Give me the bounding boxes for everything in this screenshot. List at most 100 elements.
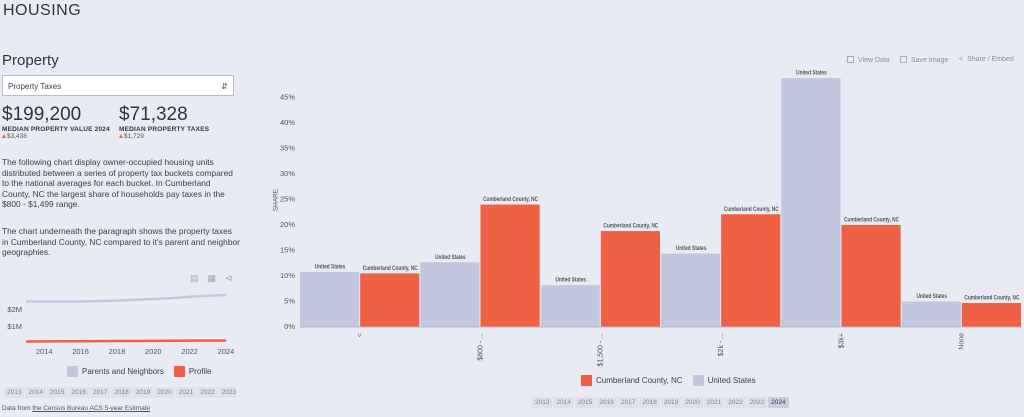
x-tick-label: 2024	[218, 347, 235, 356]
dropdown[interactable]: Property Taxes ⇵	[2, 75, 234, 96]
legend-label: Profile	[188, 367, 212, 376]
toolbar-button[interactable]: View Data	[847, 56, 890, 64]
y-tick-label: 25%	[280, 194, 295, 203]
year-button[interactable]: 2019	[132, 387, 154, 398]
legend-item[interactable]: United States	[692, 375, 756, 386]
bar-label: Cumberland County, NC	[724, 206, 779, 213]
year-button[interactable]: 2021	[175, 387, 197, 398]
legend-label: United States	[707, 376, 756, 385]
toolbar-text: Save Image	[911, 57, 949, 64]
x-tick-label: 2022	[181, 347, 198, 356]
year-button[interactable]: 2014	[25, 387, 46, 398]
legend: Parents and Neighbors Profile	[67, 366, 222, 377]
legend-label: Parents and Neighbors	[82, 367, 164, 376]
bar-label: United States	[315, 264, 346, 271]
bar	[300, 271, 360, 327]
bar-label: Cumberland County, NC	[603, 223, 658, 230]
year-button[interactable]: 2016	[596, 397, 617, 408]
icon[interactable]: ▤	[190, 273, 208, 283]
y-tick-label: 35%	[280, 143, 295, 152]
year-button[interactable]: 2015	[46, 387, 68, 398]
toolbar-text: View Data	[858, 57, 890, 64]
year-button[interactable]: 2020	[682, 397, 703, 408]
bar	[420, 262, 480, 327]
x-tick-label: 2020	[145, 347, 162, 356]
paragraph: The chart underneath the paragraph shows…	[2, 226, 240, 258]
page-header: HOUSING	[3, 2, 82, 19]
bar	[480, 204, 540, 327]
year-button[interactable]: 2022	[197, 387, 218, 398]
line	[25, 339, 227, 343]
y-tick-label: $1M	[7, 322, 22, 331]
toolbar-button[interactable]: Save Image	[900, 56, 948, 64]
legend-item[interactable]: Cumberland County, NC	[581, 375, 683, 386]
toolbar-button[interactable]: < Share / Embed	[959, 56, 1014, 63]
icon	[900, 56, 907, 63]
y-tick-label: 45%	[280, 92, 295, 101]
legend-swatch	[67, 366, 78, 377]
year-button[interactable]: 2024	[768, 397, 789, 408]
legend-swatch	[692, 375, 704, 386]
bar-label: Cumberland County, NC	[363, 266, 418, 273]
bar	[781, 78, 841, 327]
icon	[847, 56, 854, 63]
legend-swatch	[173, 366, 185, 377]
year-selector: 2013 2014 2015 2016 2017 2018 2019 2020 2021 2022…	[532, 397, 790, 408]
year-button[interactable]: 2019	[660, 397, 682, 408]
year-button[interactable]: 2023	[218, 387, 236, 398]
stat-change-text: $1,729	[124, 133, 144, 140]
year-button[interactable]: 2016	[68, 387, 89, 398]
legend-label: Cumberland County, NC	[596, 376, 683, 385]
icon[interactable]: ▦	[207, 273, 226, 283]
x-tick-label: 2014	[36, 347, 53, 356]
year-button[interactable]: 2017	[89, 387, 111, 398]
year-button[interactable]: 2021	[703, 397, 725, 408]
stat-value: $71,328	[119, 104, 188, 125]
year-button[interactable]: 2020	[154, 387, 175, 398]
x-tick-label: $3k+	[838, 333, 845, 348]
toolbar-text: Share / Embed	[967, 56, 1014, 63]
source-link[interactable]: the Census Bureau ACS 5-year Estimate	[32, 405, 151, 412]
x-tick-label: None	[959, 333, 966, 350]
source-prefix: Data from	[2, 405, 31, 412]
year-button[interactable]: 2015	[574, 397, 596, 408]
icon[interactable]: ⊲	[225, 273, 242, 283]
year-button[interactable]: 2014	[553, 397, 574, 408]
section-title: Property	[2, 52, 59, 69]
bar	[540, 285, 600, 327]
bar-label: United States	[916, 294, 947, 301]
bar-label: United States	[796, 70, 827, 77]
year-button[interactable]: 2022	[725, 397, 746, 408]
legend: Cumberland County, NC United States	[581, 375, 766, 386]
x-tick-label: $2k - ...	[718, 333, 725, 356]
legend-item[interactable]: Parents and Neighbors	[67, 366, 164, 377]
x-tick-label: $800 - ...	[477, 333, 484, 361]
bar	[901, 301, 961, 327]
y-axis-label: SHARE	[273, 188, 280, 211]
stat-label: MEDIAN PROPERTY VALUE 2024	[2, 126, 110, 133]
stat-value: $199,200	[2, 104, 82, 125]
stat: $199,200 MEDIAN PROPERTY VALUE 2024 $3,4…	[2, 104, 110, 140]
year-button[interactable]: 2018	[111, 387, 132, 398]
dropdown-caret: ⇵	[221, 82, 228, 91]
year-button[interactable]: 2013	[532, 397, 553, 408]
bar-label: Cumberland County, NC	[844, 217, 899, 224]
up-arrow	[2, 134, 6, 138]
year-button[interactable]: 2023	[746, 397, 768, 408]
x-tick-label: 2016	[72, 347, 89, 356]
bar	[721, 214, 781, 327]
stat: $71,328 MEDIAN PROPERTY TAXES $1,729	[119, 104, 209, 140]
bar-label: United States	[676, 246, 707, 253]
legend-item[interactable]: Profile	[173, 366, 212, 377]
y-tick-label: 30%	[280, 169, 295, 178]
bar	[360, 273, 420, 327]
y-tick-label: 40%	[280, 118, 295, 127]
year-button[interactable]: 2018	[639, 397, 660, 408]
year-button[interactable]: 2017	[617, 397, 639, 408]
year-button[interactable]: 2013	[4, 387, 25, 398]
source: Data from the Census Bureau ACS 5-year E…	[2, 405, 150, 412]
y-tick-label: 15%	[280, 245, 295, 254]
bar	[600, 231, 660, 327]
